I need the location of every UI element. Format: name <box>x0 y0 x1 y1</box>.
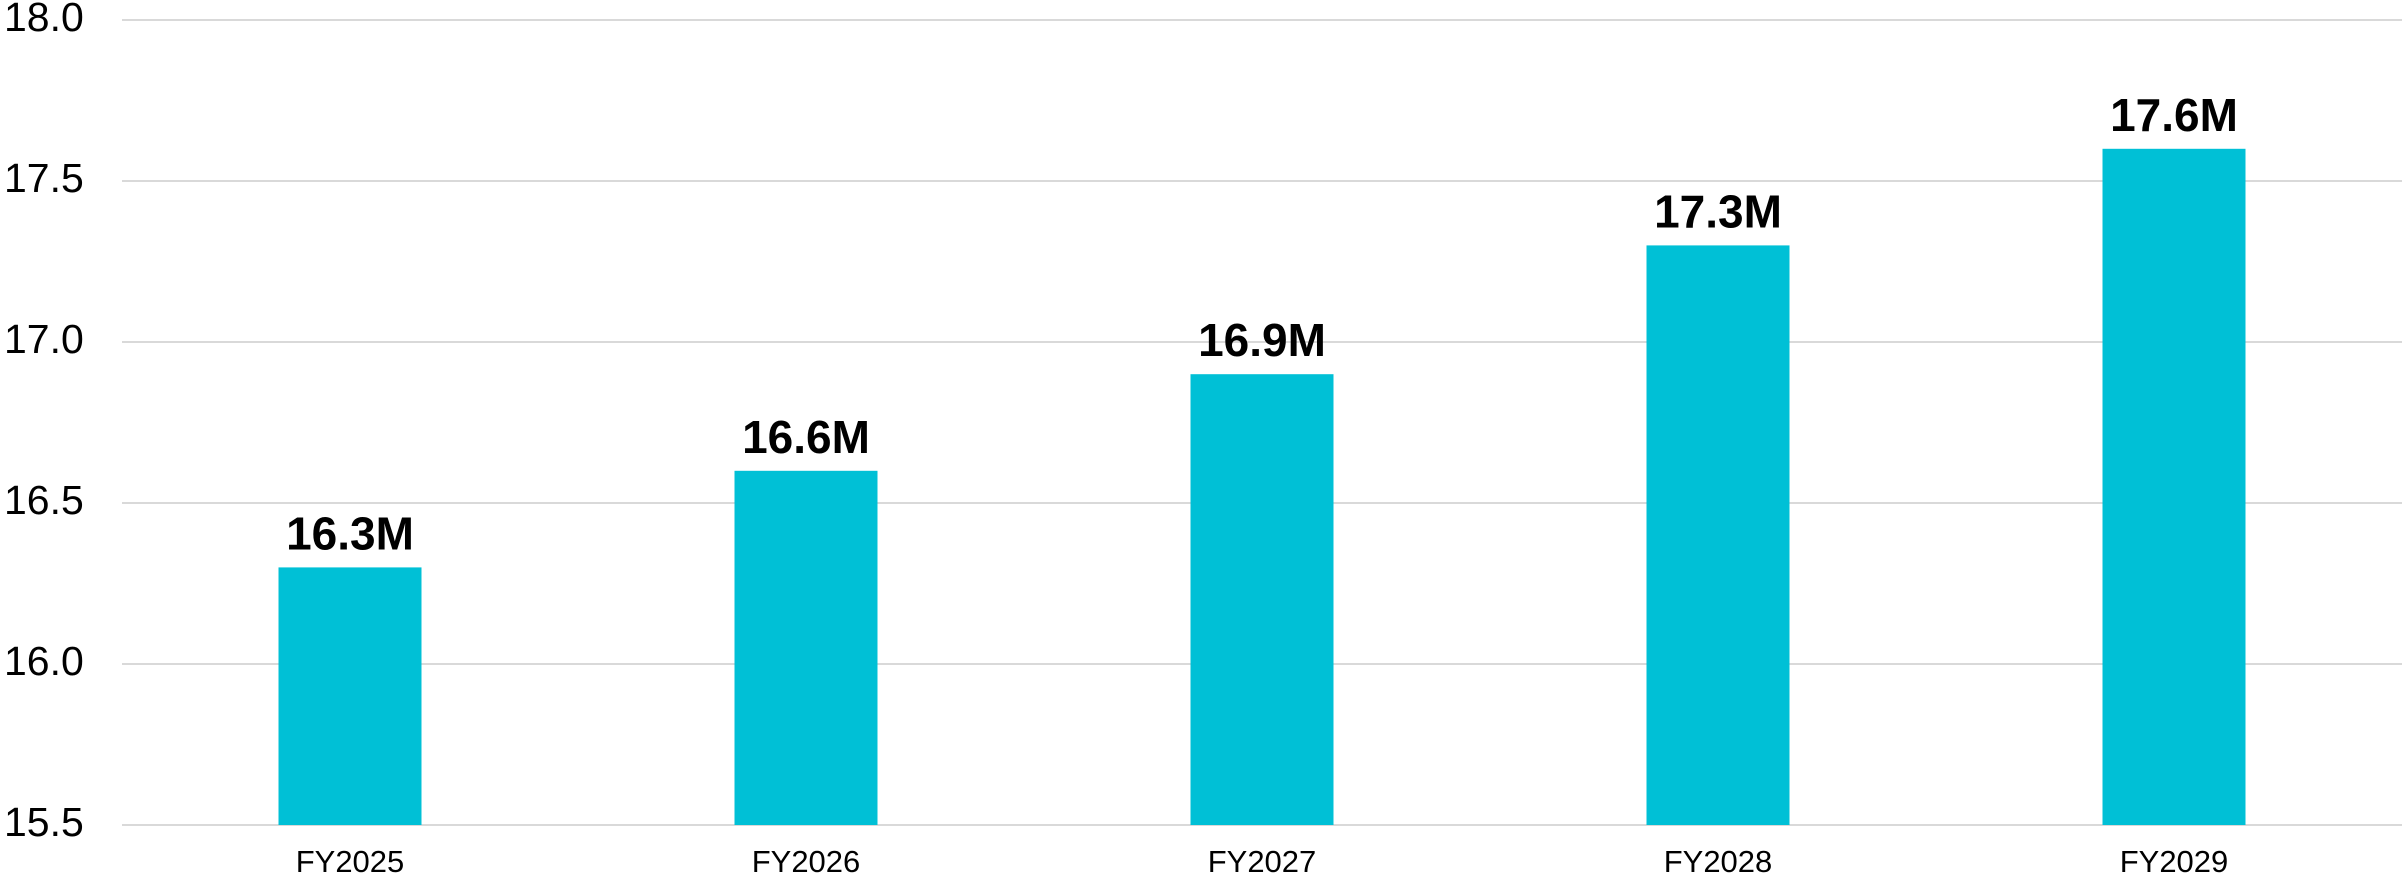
bar <box>734 470 878 825</box>
y-tick-label: 17.5 <box>4 155 84 201</box>
data-label: 16.6M <box>742 411 870 463</box>
y-axis-tick-labels: 15.5 16.0 16.5 17.0 17.5 18.0 <box>4 0 84 845</box>
y-tick-label: 18.0 <box>4 0 84 40</box>
x-tick-label: FY2026 <box>752 844 861 879</box>
data-label: 17.6M <box>2110 89 2238 141</box>
bar <box>278 567 422 825</box>
bar <box>1646 245 1790 825</box>
data-label: 16.9M <box>1198 314 1326 366</box>
bars <box>278 148 2246 826</box>
bar <box>1190 374 1334 825</box>
x-tick-label: FY2028 <box>1664 844 1773 879</box>
data-labels: 16.3M 16.6M 16.9M 17.3M 17.6M <box>286 89 2238 560</box>
y-tick-label: 16.5 <box>4 477 84 523</box>
x-tick-label: FY2027 <box>1208 844 1317 879</box>
data-label: 17.3M <box>1654 185 1782 237</box>
data-label: 16.3M <box>286 507 414 559</box>
x-tick-label: FY2029 <box>2120 844 2229 879</box>
y-tick-label: 15.5 <box>4 799 84 845</box>
bar <box>2102 148 2246 826</box>
y-tick-label: 16.0 <box>4 638 84 684</box>
y-tick-label: 17.0 <box>4 316 84 362</box>
x-axis-tick-labels: FY2025 FY2026 FY2027 FY2028 FY2029 <box>296 844 2229 879</box>
x-tick-label: FY2025 <box>296 844 405 879</box>
